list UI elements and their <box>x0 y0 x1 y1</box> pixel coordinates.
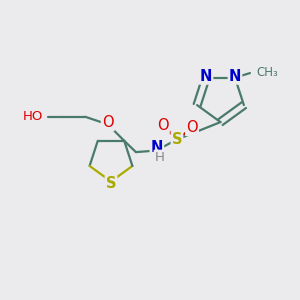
Text: N: N <box>200 69 212 84</box>
Text: N: N <box>229 69 241 84</box>
Text: HO: HO <box>23 110 43 123</box>
Text: CH₃: CH₃ <box>257 66 279 79</box>
Text: S: S <box>172 132 182 147</box>
Text: N: N <box>151 140 163 155</box>
Text: H: H <box>155 151 164 164</box>
Text: O: O <box>102 115 113 130</box>
Text: O: O <box>157 118 169 133</box>
Text: S: S <box>106 176 116 191</box>
Text: O: O <box>186 120 198 135</box>
